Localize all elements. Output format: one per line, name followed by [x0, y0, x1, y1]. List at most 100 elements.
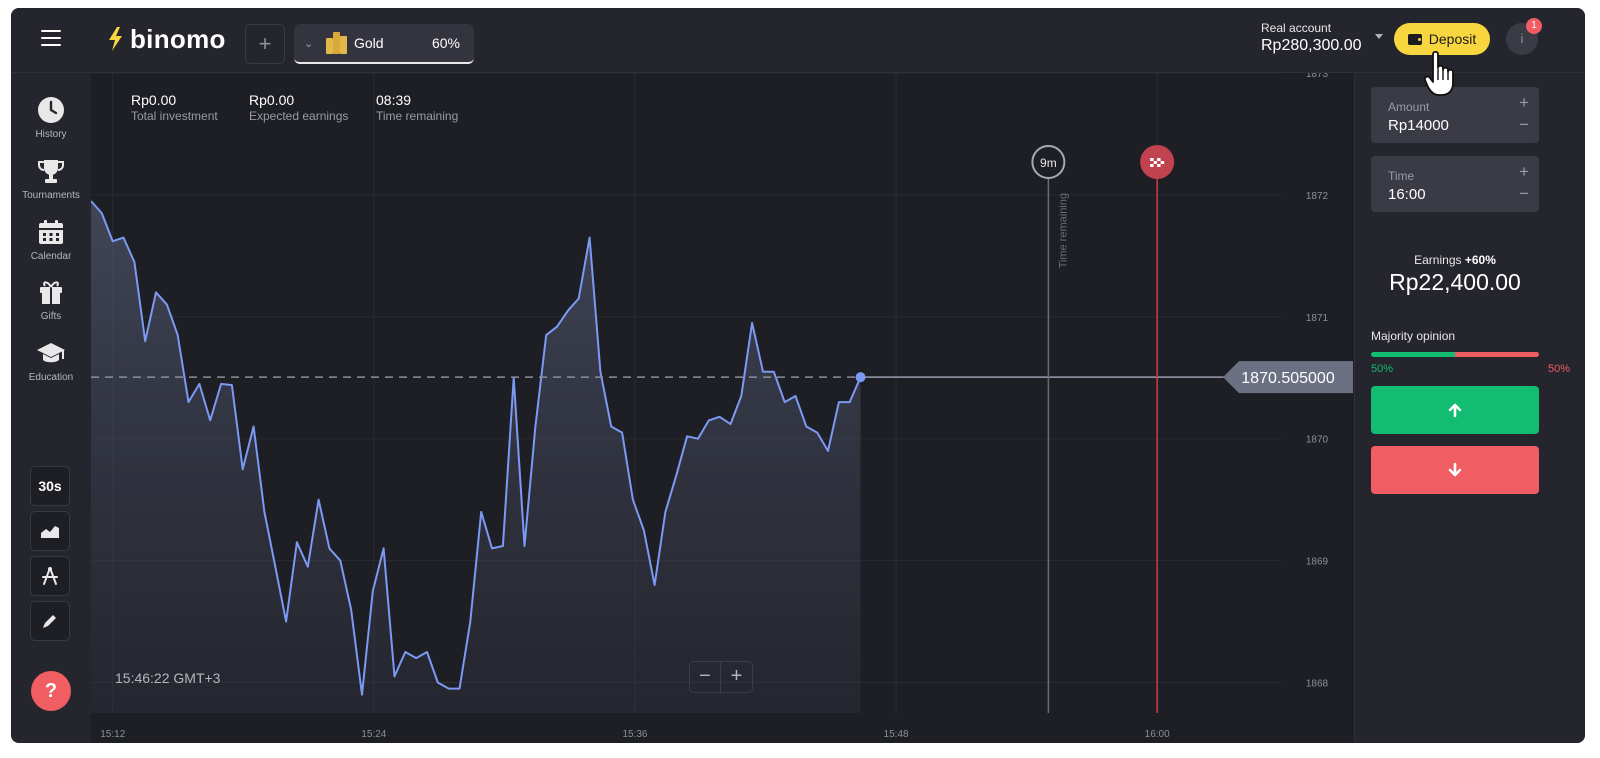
- sidebar-item-gifts[interactable]: Gifts: [11, 278, 91, 322]
- avatar[interactable]: i: [1506, 23, 1538, 55]
- checkered-flag-icon: [1157, 164, 1161, 167]
- current-price-tag: [1223, 361, 1353, 394]
- price-tick-label: 1872: [1306, 191, 1329, 202]
- sidebar-item-label: History: [35, 129, 67, 140]
- menu-icon[interactable]: [41, 30, 61, 46]
- price-line: [91, 200, 862, 696]
- arrow-down-icon: [1448, 462, 1462, 477]
- amount-label: Amount: [1388, 100, 1430, 114]
- expected-earnings-value: Rp0.00: [249, 92, 295, 108]
- logo[interactable]: binomo: [106, 24, 226, 54]
- calendar-icon: [39, 220, 63, 244]
- expected-earnings: Rp0.00 Expected earnings: [249, 92, 348, 123]
- asset-tab[interactable]: ⌄ Gold 60%: [294, 24, 474, 64]
- current-price-dot: [855, 372, 866, 383]
- time-value[interactable]: 16:00: [1388, 186, 1426, 203]
- price-tick-label: 1870: [1306, 435, 1329, 446]
- indicators-icon: [42, 567, 58, 585]
- deposit-button[interactable]: Deposit: [1394, 23, 1490, 55]
- time-tick-label: 15:24: [361, 729, 386, 740]
- help-button[interactable]: ?: [31, 671, 71, 711]
- price-tick-label: 1869: [1306, 557, 1329, 568]
- price-tick-label: 1868: [1306, 679, 1329, 690]
- checkered-flag-icon: [1157, 161, 1161, 164]
- sidebar-item-history[interactable]: History: [11, 96, 91, 140]
- area-chart-icon: [41, 526, 59, 538]
- price-tick-label: 1873: [1306, 73, 1329, 80]
- time-minus-button[interactable]: −: [1519, 184, 1529, 203]
- account-type: Real account: [1261, 21, 1332, 35]
- sidebar-item-calendar[interactable]: Calendar: [11, 218, 91, 262]
- chevron-down-icon[interactable]: ⌄: [304, 37, 314, 50]
- timeframe-button[interactable]: 30s: [30, 466, 70, 506]
- wallet-icon: [1407, 33, 1422, 45]
- time-tick-label: 15:48: [884, 729, 909, 740]
- trade-panel: Amount Rp14000 + − Time 16:00 + − Earnin…: [1354, 73, 1585, 743]
- chart-area[interactable]: 15:12 15:24 15:36 15:48 16:00 1873 1872 1871 187…: [91, 73, 1353, 743]
- account-balance: Rp280,300.00: [1261, 37, 1362, 54]
- earnings-label-text: Earnings: [1414, 253, 1462, 267]
- checkered-flag-icon: [1150, 161, 1154, 164]
- amount-plus-button[interactable]: +: [1519, 93, 1529, 112]
- left-sidebar: History Tournaments Calendar: [11, 73, 91, 743]
- notification-badge: 1: [1526, 18, 1542, 34]
- hand-cursor-icon: [1424, 50, 1454, 96]
- majority-opinion-label: Majority opinion: [1371, 329, 1456, 343]
- checkered-flag-icon: [1153, 164, 1158, 167]
- time-remaining-label: Time remaining: [376, 109, 459, 123]
- deposit-label: Deposit: [1428, 31, 1477, 47]
- sidebar-item-label: Calendar: [30, 251, 72, 262]
- time-field[interactable]: Time 16:00 + −: [1371, 156, 1539, 212]
- app-window: binomo + ⌄ Gold 60% Real account Rp280,3…: [11, 8, 1585, 743]
- checkered-flag-icon: [1160, 161, 1165, 164]
- zoom-out-button[interactable]: −: [689, 661, 721, 693]
- expected-earnings-label: Expected earnings: [249, 109, 349, 123]
- earnings-percent: +60%: [1464, 253, 1496, 267]
- checkered-flag-icon: [1150, 164, 1154, 167]
- checkered-flag-icon: [1153, 161, 1158, 164]
- amount-value[interactable]: Rp14000: [1388, 117, 1449, 134]
- time-tick-label: 15:36: [622, 729, 647, 740]
- majority-up-percent: 50%: [1371, 363, 1394, 375]
- drawing-button[interactable]: [30, 601, 70, 641]
- asset-name: Gold: [354, 35, 384, 51]
- indicators-button[interactable]: [30, 556, 70, 596]
- earnings-value: Rp22,400.00: [1389, 269, 1521, 295]
- sidebar-item-education[interactable]: Education: [11, 339, 91, 383]
- majority-opinion-bar: [1371, 352, 1539, 357]
- server-clock: 15:46:22 GMT+3: [115, 670, 221, 686]
- clock-icon: [38, 97, 64, 123]
- account-selector[interactable]: Real account Rp280,300.00: [1261, 21, 1362, 55]
- zoom-controls: − +: [689, 661, 753, 693]
- time-remaining-value: 08:39: [376, 92, 412, 108]
- time-plus-button[interactable]: +: [1519, 162, 1529, 181]
- checkered-flag-icon: [1160, 158, 1165, 161]
- trophy-icon: [38, 160, 64, 183]
- bolt-icon: [109, 27, 122, 51]
- up-button[interactable]: [1371, 386, 1539, 434]
- majority-down-fill: [1455, 352, 1539, 357]
- chart-type-button[interactable]: [30, 511, 70, 551]
- sidebar-item-label: Tournaments: [22, 190, 80, 201]
- zoom-in-button[interactable]: +: [721, 661, 753, 693]
- top-bar: binomo + ⌄ Gold 60% Real account Rp280,3…: [11, 8, 1585, 73]
- add-asset-button[interactable]: +: [245, 24, 285, 64]
- price-tick-label: 1871: [1306, 313, 1329, 324]
- gold-bars-icon: [326, 32, 347, 54]
- amount-field[interactable]: Amount Rp14000 + −: [1371, 87, 1539, 143]
- total-investment: Rp0.00 Total investment: [131, 92, 218, 123]
- price-chart[interactable]: 15:12 15:24 15:36 15:48 16:00 1873 1872 1871 187…: [91, 73, 1353, 743]
- arrow-up-icon: [1448, 403, 1462, 418]
- sidebar-item-label: Gifts: [40, 311, 62, 322]
- checkered-flag-icon: [1157, 158, 1161, 161]
- sidebar-item-tournaments[interactable]: Tournaments: [11, 157, 91, 201]
- caret-down-icon[interactable]: [1375, 34, 1383, 39]
- checkered-flag-icon: [1160, 164, 1165, 167]
- total-investment-label: Total investment: [131, 109, 218, 123]
- amount-minus-button[interactable]: −: [1519, 115, 1529, 134]
- earnings-label: Earnings +60%: [1355, 253, 1555, 267]
- down-button[interactable]: [1371, 446, 1539, 494]
- gift-icon: [40, 281, 62, 304]
- majority-down-percent: 50%: [1547, 363, 1570, 375]
- chart-tools: 30s: [30, 466, 70, 646]
